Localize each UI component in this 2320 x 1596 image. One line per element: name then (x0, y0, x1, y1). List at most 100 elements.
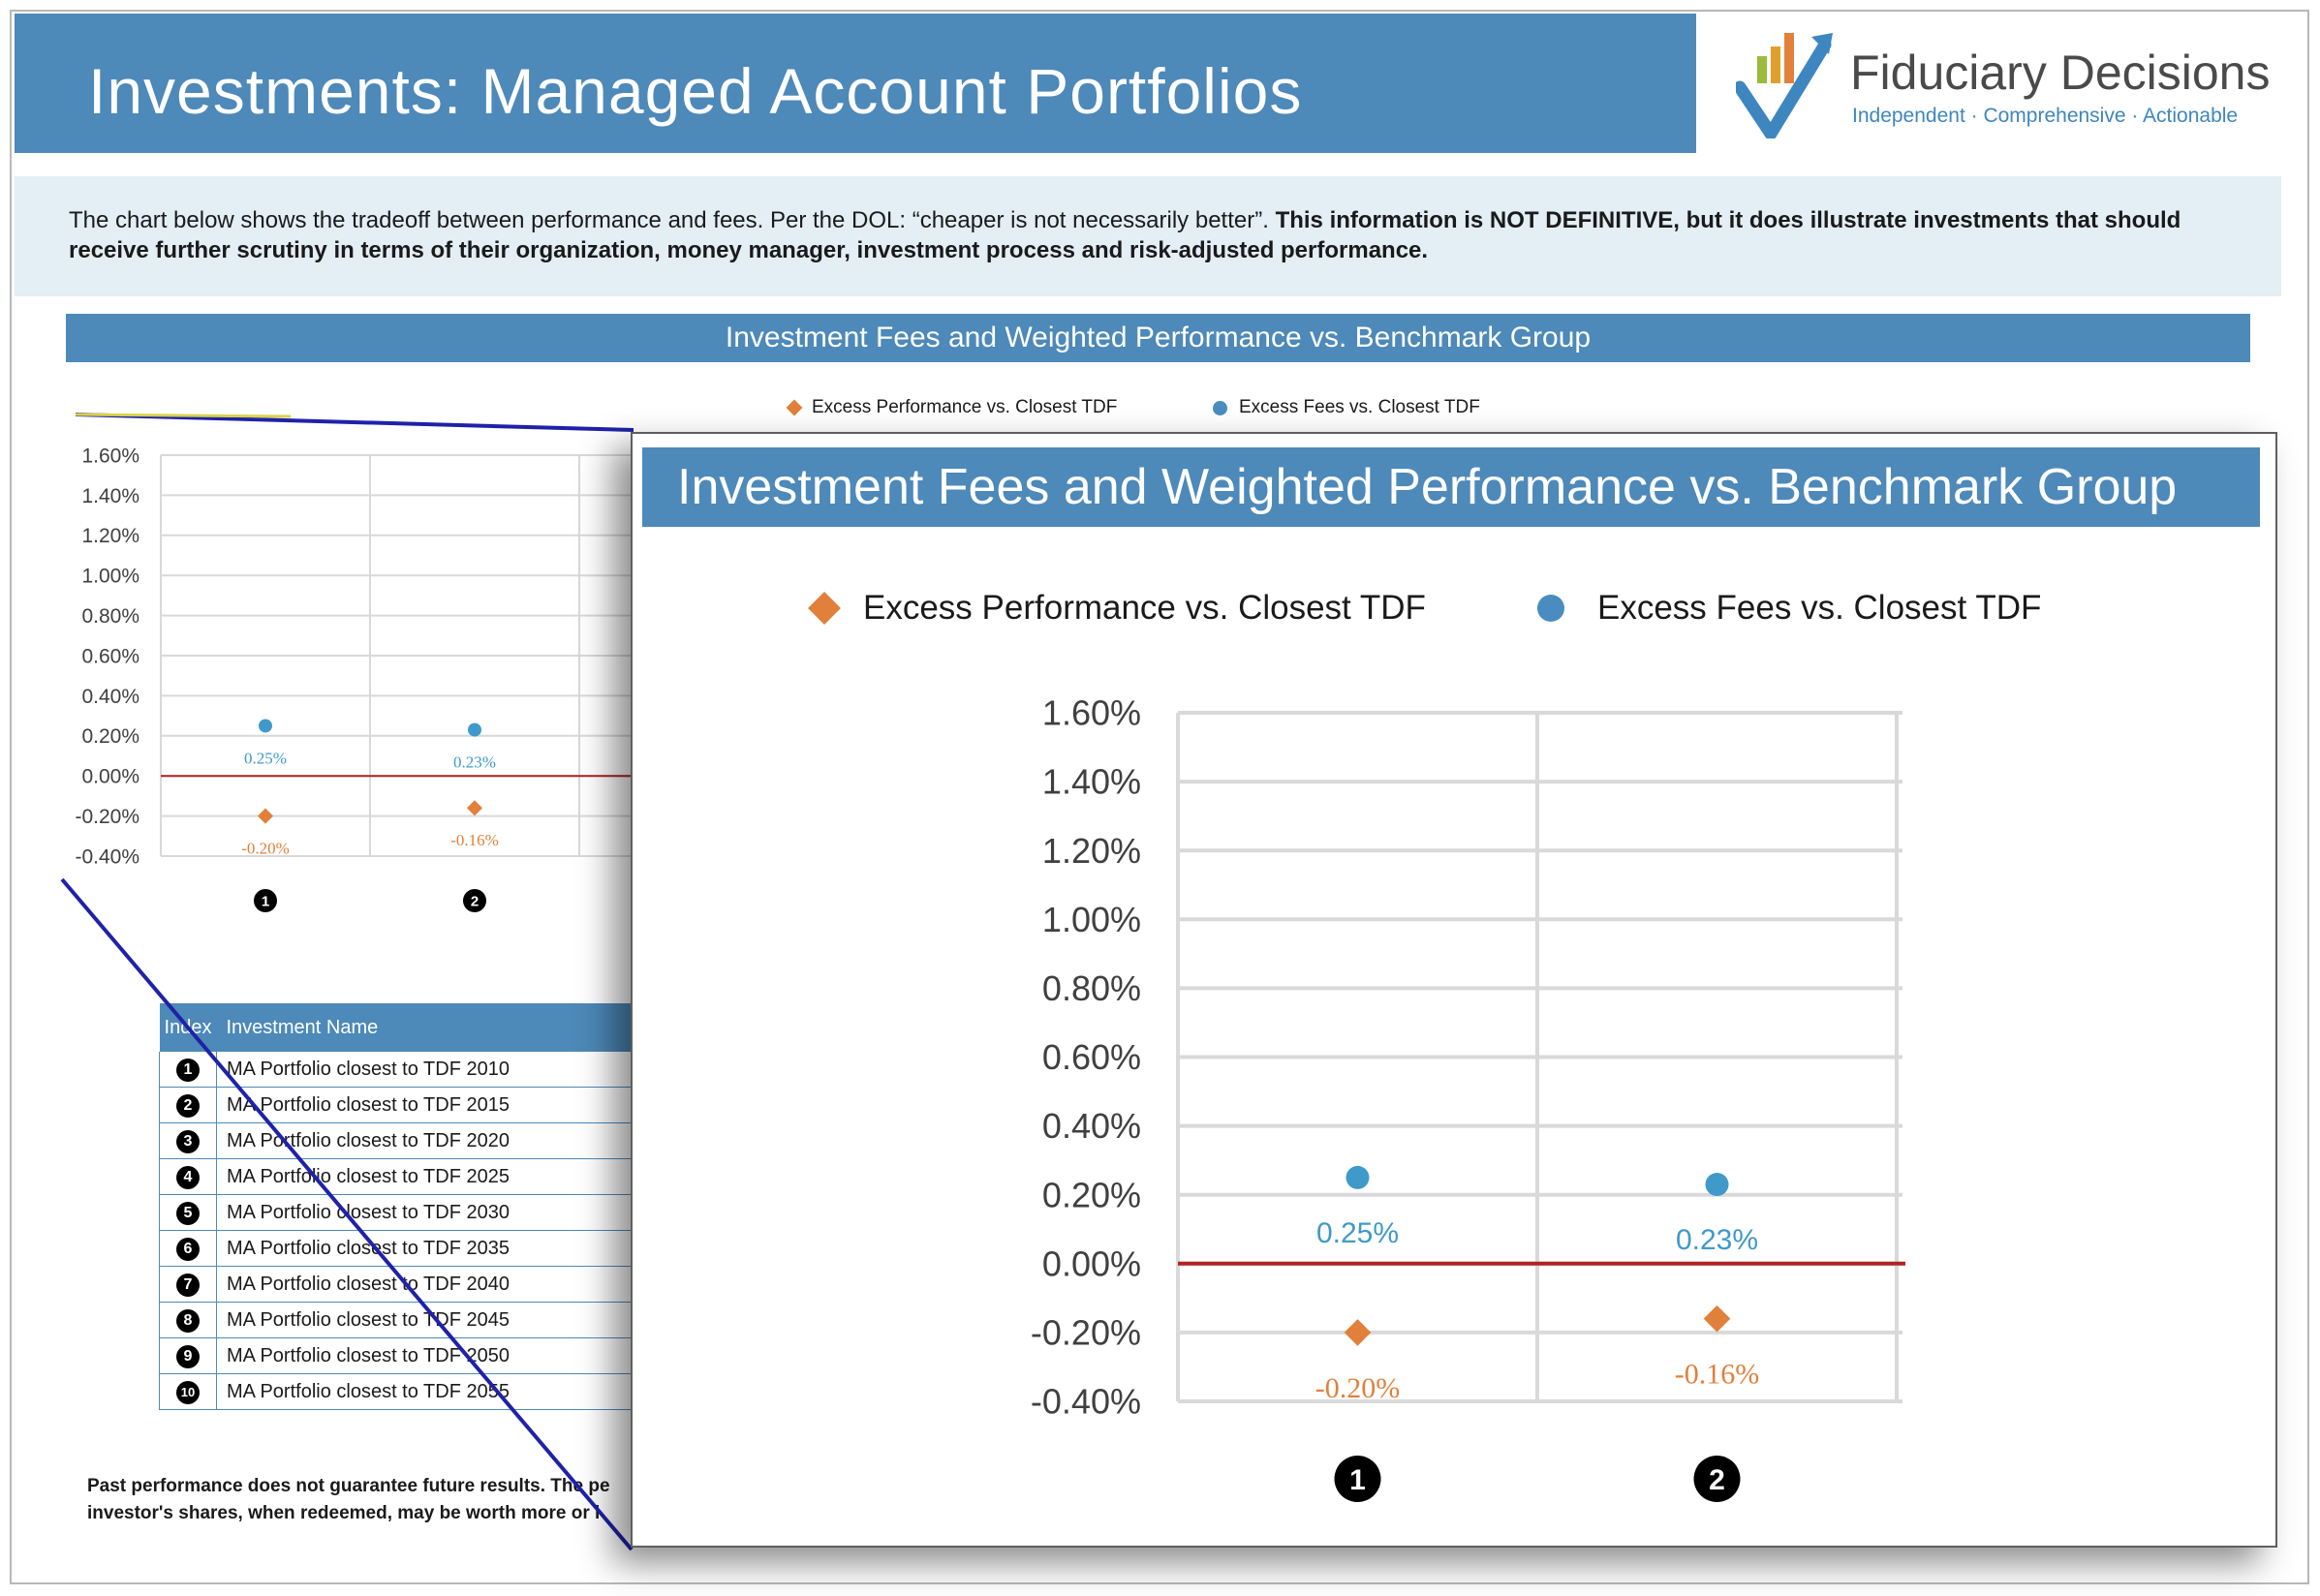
table-cell-name: MA Portfolio closest to TDF 2050 (216, 1337, 634, 1374)
table-cell-index: 7 (159, 1266, 217, 1303)
y-tick-label: 1.40% (1042, 762, 1141, 802)
header-bar: Investments: Managed Account Portfolios (15, 14, 1696, 153)
y-tick-label: 0.20% (1042, 1175, 1141, 1214)
zoomed-legend-label-performance: Excess Performance vs. Closest TDF (863, 589, 1426, 627)
table-header-row: Index Investment Name (159, 1003, 634, 1052)
performance-data-label: -0.20% (241, 839, 290, 857)
intro-text: The chart below shows the tradeoff betwe… (69, 207, 1276, 233)
y-tick-label: 1.20% (1042, 831, 1141, 871)
y-tick-label: 1.40% (81, 485, 139, 507)
chart-title-banner: Investment Fees and Weighted Performance… (66, 314, 2250, 362)
performance-data-label: -0.16% (1675, 1359, 1759, 1391)
performance-data-label: -0.16% (450, 831, 499, 849)
table-cell-name: MA Portfolio closest to TDF 2025 (216, 1158, 634, 1195)
table-cell-name: MA Portfolio closest to TDF 2030 (216, 1194, 634, 1231)
index-badge: 8 (176, 1308, 200, 1333)
index-badge: 3 (176, 1129, 200, 1153)
y-tick-label: -0.20% (75, 806, 139, 828)
table-row: 1 MA Portfolio closest to TDF 2010 (159, 1052, 634, 1088)
investment-table: Index Investment Name 1 MA Portfolio clos… (159, 1003, 634, 1410)
index-badge: 6 (176, 1237, 200, 1261)
zoomed-chart-title: Investment Fees and Weighted Performance… (642, 447, 2260, 527)
legend-item-fees: Excess Fees vs. Closest TDF (1213, 397, 1480, 418)
column-header-name: Investment Name (216, 1003, 634, 1052)
index-badge: 2 (176, 1093, 200, 1118)
performance-marker (1703, 1304, 1731, 1333)
performance-marker (257, 808, 274, 824)
table-row: 7 MA Portfolio closest to TDF 2040 (159, 1266, 634, 1303)
y-tick-label: -0.40% (75, 845, 139, 868)
table-row: 9 MA Portfolio closest to TDF 2050 (159, 1337, 634, 1374)
footnote-line-1: Past performance does not guarantee futu… (87, 1476, 610, 1496)
logo-checkmark-icon (1733, 33, 1833, 140)
performance-marker (1344, 1319, 1372, 1346)
zoomed-legend-item-performance: Excess Performance vs. Closest TDF (808, 589, 1426, 628)
y-tick-label: 1.00% (1042, 900, 1141, 939)
circle-marker-icon (1537, 595, 1564, 622)
page-title: Investments: Managed Account Portfolios (88, 55, 1303, 127)
disclaimer-footnote: Past performance does not guarantee futu… (87, 1473, 610, 1527)
category-label: 1 (262, 893, 269, 909)
category-badge (1334, 1456, 1381, 1502)
index-badge: 1 (176, 1058, 200, 1082)
footnote-line-2: investor's shares, when redeemed, may be… (87, 1503, 601, 1523)
category-label: 2 (1709, 1464, 1725, 1496)
y-tick-label: -0.20% (1031, 1313, 1141, 1353)
legend-label-fees: Excess Fees vs. Closest TDF (1239, 397, 1480, 417)
zoomed-chart-panel: Investment Fees and Weighted Performance… (631, 432, 2277, 1548)
logo-tagline: Independent · Comprehensive · Actionable (1852, 105, 2239, 127)
table-cell-index: 6 (159, 1230, 217, 1267)
intro-box: The chart below shows the tradeoff betwe… (15, 176, 2281, 296)
index-badge: 4 (176, 1165, 200, 1189)
index-badge: 5 (176, 1201, 200, 1225)
table-cell-name: MA Portfolio closest to TDF 2045 (216, 1302, 634, 1338)
table-row: 4 MA Portfolio closest to TDF 2025 (159, 1158, 634, 1195)
index-badge: 9 (176, 1344, 200, 1368)
performance-data-label: -0.20% (1315, 1372, 1400, 1404)
fee-marker (1346, 1165, 1370, 1189)
y-tick-label: 1.60% (81, 445, 139, 467)
zoomed-legend-item-fees: Excess Fees vs. Closest TDF (1537, 589, 2041, 628)
table-cell-index: 3 (159, 1122, 217, 1159)
fee-marker (468, 722, 481, 737)
company-logo: Fiduciary Decisions Independent · Compre… (1733, 27, 2278, 143)
table-cell-index: 5 (159, 1194, 217, 1231)
y-tick-label: 0.60% (81, 645, 139, 667)
category-label: 1 (1349, 1464, 1366, 1496)
table-cell-name: MA Portfolio closest to TDF 2055 (216, 1373, 634, 1410)
table-cell-index: 4 (159, 1158, 217, 1195)
page-frame (10, 10, 2309, 1584)
table-cell-index: 1 (159, 1052, 217, 1088)
table-cell-name: MA Portfolio closest to TDF 2010 (216, 1052, 634, 1088)
y-tick-label: 0.00% (81, 766, 139, 788)
fee-data-label: 0.25% (1316, 1217, 1399, 1249)
table-cell-name: MA Portfolio closest to TDF 2035 (216, 1230, 634, 1267)
y-tick-label: 0.80% (1042, 968, 1141, 1008)
table-row: 5 MA Portfolio closest to TDF 2030 (159, 1194, 634, 1231)
performance-marker (466, 800, 483, 816)
fee-marker (1705, 1173, 1729, 1197)
fee-marker (259, 719, 272, 733)
table-cell-index: 9 (159, 1337, 217, 1374)
table-row: 6 MA Portfolio closest to TDF 2035 (159, 1230, 634, 1267)
table-cell-index: 8 (159, 1302, 217, 1338)
y-tick-label: 1.60% (1042, 693, 1141, 733)
y-tick-label: 0.60% (1042, 1037, 1141, 1077)
zoomed-chart: 1.60% 1.40% 1.20% 1.00% 0.80% 0.60% 0.40% 0.20%… (1031, 693, 1905, 1502)
y-tick-label: 1.00% (81, 566, 139, 588)
category-label: 2 (471, 893, 479, 909)
y-tick-label: -0.40% (1031, 1382, 1141, 1422)
y-tick-label: 1.20% (81, 525, 139, 547)
zoomed-legend-label-fees: Excess Fees vs. Closest TDF (1597, 589, 2042, 627)
table-row: 10 MA Portfolio closest to TDF 2055 (159, 1373, 634, 1410)
logo-name: Fiduciary Decisions (1850, 46, 2271, 100)
y-tick-label: 0.20% (81, 725, 139, 748)
legend-label-performance: Excess Performance vs. Closest TDF (812, 397, 1118, 417)
fee-data-label: 0.23% (1676, 1224, 1758, 1256)
table-cell-name: MA Portfolio closest to TDF 2020 (216, 1122, 634, 1159)
circle-marker-icon (1213, 400, 1227, 415)
table-cell-name: MA Portfolio closest to TDF 2015 (216, 1087, 634, 1123)
fee-data-label: 0.23% (453, 752, 496, 771)
y-tick-label: 0.00% (1042, 1243, 1141, 1283)
